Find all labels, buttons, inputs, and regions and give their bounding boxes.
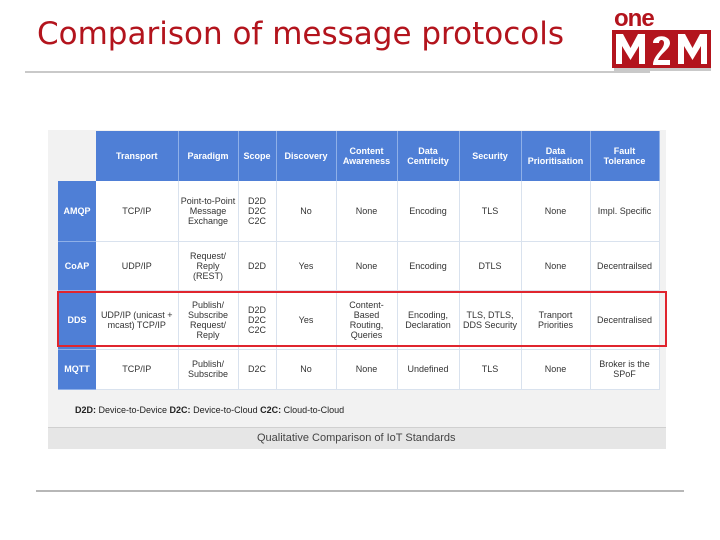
row-header: CoAP (58, 241, 96, 291)
legend-key-d2c: D2C: (169, 405, 191, 415)
row-header: AMQP (58, 181, 96, 242)
table-cell: Impl. Specific (590, 181, 660, 242)
col-header: Paradigm (178, 131, 239, 181)
table-cell: None (336, 181, 398, 242)
table-row-dds: DDS UDP/IP (unicast + mcast) TCP/IP Publ… (58, 290, 660, 350)
table-cell: Yes (276, 241, 337, 291)
logo-one-text: one (614, 5, 655, 32)
scope-legend: D2D: Device-to-Device D2C: Device-to-Clo… (75, 405, 344, 415)
col-header: Fault Tolerance (590, 131, 660, 181)
table-cell: Content-Based Routing, Queries (336, 290, 398, 350)
table-cell: None (336, 349, 398, 390)
comparison-table: Transport Paradigm Scope Discovery Conte… (58, 131, 660, 390)
table-row-amqp: AMQP TCP/IP Point-to-Point Message Excha… (58, 181, 660, 242)
table-cell: None (521, 241, 591, 291)
title-divider (25, 71, 650, 73)
slide-title: Comparison of message protocols (37, 16, 564, 52)
col-header: Security (459, 131, 522, 181)
table-cell: TLS (459, 349, 522, 390)
header-corner (58, 131, 96, 181)
dds-highlight-box (57, 291, 667, 347)
table-cell: Decentrailsed (590, 241, 660, 291)
table-cell: D2D D2C C2C (238, 290, 277, 350)
legend-key-c2c: C2C: (260, 405, 282, 415)
table-cell: TLS, DTLS, DDS Security (459, 290, 522, 350)
table-cell: Publish/ Subscribe Request/ Reply (178, 290, 239, 350)
col-header: Transport (96, 131, 179, 181)
table-cell: DTLS (459, 241, 522, 291)
col-header: Data Centricity (397, 131, 460, 181)
col-header: Discovery (276, 131, 337, 181)
table-cell: Undefined (397, 349, 460, 390)
col-header: Data Prioritisation (521, 131, 591, 181)
table-cell: TCP/IP (96, 181, 179, 242)
col-header: Scope (238, 131, 277, 181)
table-cell: None (521, 349, 591, 390)
table-cell: Encoding, Declaration (397, 290, 460, 350)
table-cell: TLS (459, 181, 522, 242)
onem2m-logo: one (612, 5, 712, 76)
figure-caption: Qualitative Comparison of IoT Standards (257, 432, 456, 444)
legend-key-d2d: D2D: (75, 405, 97, 415)
table-cell: Yes (276, 290, 337, 350)
table-cell: UDP/IP (unicast + mcast) TCP/IP (96, 290, 179, 350)
table-cell: No (276, 349, 337, 390)
table-cell: Point-to-Point Message Exchange (178, 181, 239, 242)
row-header: DDS (58, 290, 96, 350)
table-cell: UDP/IP (96, 241, 179, 291)
table-cell: Encoding (397, 241, 460, 291)
table-cell: TCP/IP (96, 349, 179, 390)
table-cell: Broker is the SPoF (590, 349, 660, 390)
table-cell: None (336, 241, 398, 291)
row-header: MQTT (58, 349, 96, 390)
legend-text-d2d: Device-to-Device (96, 405, 170, 415)
legend-text-d2c: Device-to-Cloud (190, 405, 261, 415)
legend-text-c2c: Cloud-to-Cloud (281, 405, 345, 415)
table-cell: None (521, 181, 591, 242)
table-row-coap: CoAP UDP/IP Request/ Reply (REST) D2D Ye… (58, 241, 660, 291)
comparison-figure: Transport Paradigm Scope Discovery Conte… (48, 130, 666, 448)
figure-caption-bar: Qualitative Comparison of IoT Standards (48, 427, 666, 449)
table-cell: D2D D2C C2C (238, 181, 277, 242)
table-cell: Request/ Reply (REST) (178, 241, 239, 291)
header-row: Transport Paradigm Scope Discovery Conte… (58, 131, 660, 181)
table-cell: No (276, 181, 337, 242)
footer-divider (36, 490, 684, 492)
table-cell: Tranport Priorities (521, 290, 591, 350)
table-cell: Encoding (397, 181, 460, 242)
table-cell: Decentralised (590, 290, 660, 350)
logo-m2m-mark (612, 30, 711, 71)
table-cell: D2D (238, 241, 277, 291)
table-row-mqtt: MQTT TCP/IP Publish/ Subscribe D2C No No… (58, 349, 660, 390)
table-cell: Publish/ Subscribe (178, 349, 239, 390)
col-header: Content Awareness (336, 131, 398, 181)
table-cell: D2C (238, 349, 277, 390)
